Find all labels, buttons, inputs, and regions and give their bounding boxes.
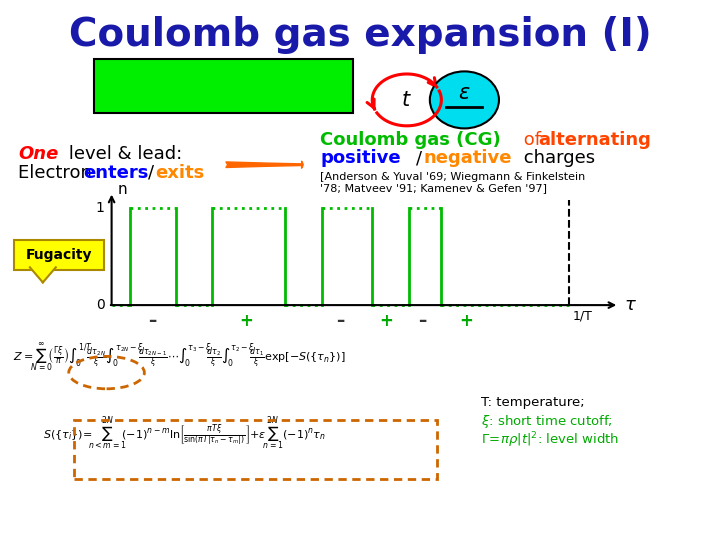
Text: Coulomb gas (CG): Coulomb gas (CG) xyxy=(320,131,501,150)
Text: '78; Matveev '91; Kamenev & Gefen '97]: '78; Matveev '91; Kamenev & Gefen '97] xyxy=(320,183,547,193)
Text: +: + xyxy=(240,312,253,330)
Text: $\varepsilon$: $\varepsilon$ xyxy=(458,83,471,104)
Text: n: n xyxy=(117,181,127,197)
FancyBboxPatch shape xyxy=(94,59,353,113)
Text: Coulomb gas expansion (I): Coulomb gas expansion (I) xyxy=(68,16,652,54)
Text: Electron: Electron xyxy=(18,164,98,182)
Text: Fugacity: Fugacity xyxy=(26,248,93,262)
Ellipse shape xyxy=(430,71,499,129)
Text: +: + xyxy=(459,312,473,330)
Text: alternating: alternating xyxy=(539,131,652,150)
Text: 1/T: 1/T xyxy=(572,309,593,322)
Polygon shape xyxy=(30,267,56,282)
Text: –: – xyxy=(336,312,344,330)
Text: /: / xyxy=(416,149,423,167)
Text: $\xi$: short time cutoff;: $\xi$: short time cutoff; xyxy=(481,413,613,430)
Text: [Anderson & Yuval '69; Wiegmann & Finkelstein: [Anderson & Yuval '69; Wiegmann & Finkel… xyxy=(320,172,585,182)
Text: $S(\{\tau_i\})\!=\!\!\!\sum_{n<m=1}^{2N}\!\!(-1)^{n-m}\ln\!\left[\frac{\pi T\xi}: $S(\{\tau_i\})\!=\!\!\!\sum_{n<m=1}^{2N}… xyxy=(43,416,326,453)
Text: –: – xyxy=(148,312,157,330)
Text: level & lead:: level & lead: xyxy=(63,145,182,163)
Text: T: temperature;: T: temperature; xyxy=(481,396,585,409)
Text: /: / xyxy=(148,164,154,182)
Text: $t$: $t$ xyxy=(401,90,413,110)
Text: One: One xyxy=(18,145,58,163)
Text: exits: exits xyxy=(155,164,204,182)
Text: $Z=\!\!\sum_{N=0}^{\infty}\!\!\left(\frac{\Gamma\xi}{\pi}\right)$$\int_{\!0}^{1/: $Z=\!\!\sum_{N=0}^{\infty}\!\!\left(\fra… xyxy=(13,340,346,373)
Text: +: + xyxy=(379,312,393,330)
Text: of: of xyxy=(518,131,547,150)
Text: enters: enters xyxy=(83,164,148,182)
Text: $\Gamma\!=\!\pi\rho|t|^2$: level width: $\Gamma\!=\!\pi\rho|t|^2$: level width xyxy=(481,430,619,450)
Text: 0: 0 xyxy=(96,298,104,312)
Text: $\tau$: $\tau$ xyxy=(624,296,637,314)
Text: –: – xyxy=(418,312,427,330)
Text: charges: charges xyxy=(518,149,595,167)
Text: 1: 1 xyxy=(96,201,104,215)
Text: positive: positive xyxy=(320,149,401,167)
Text: negative: negative xyxy=(423,149,512,167)
FancyBboxPatch shape xyxy=(14,240,104,270)
